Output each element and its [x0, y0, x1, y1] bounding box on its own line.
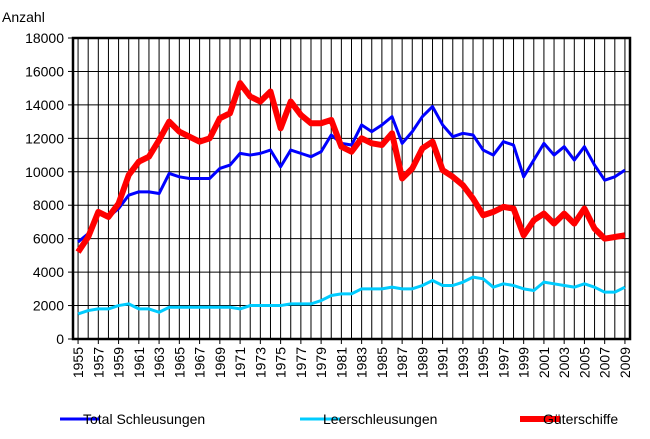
series-line: [75, 80, 626, 254]
x-tick-label: 1993: [455, 347, 471, 378]
y-tick-label: 6000: [33, 231, 64, 247]
legend-label: Total Schleusungen: [83, 411, 205, 427]
x-tick-label: 1997: [495, 347, 511, 378]
legend-label: Güterschiffe: [543, 411, 618, 427]
x-tick-label: 1955: [70, 347, 86, 378]
x-tick-label: 1963: [151, 347, 167, 378]
x-tick-label: 1961: [131, 347, 147, 378]
y-tick-label: 0: [56, 331, 64, 347]
x-tick-label: 1981: [333, 347, 349, 378]
x-tick-label: 1971: [232, 347, 248, 378]
y-tick-label: 2000: [33, 298, 64, 314]
x-tick-label: 1991: [435, 347, 451, 378]
y-tick-label: 18000: [25, 30, 64, 46]
x-tick-label: 2001: [536, 347, 552, 378]
y-axis-label: Anzahl: [2, 9, 45, 25]
y-tick-label: 16000: [25, 63, 64, 79]
plot-border: [71, 36, 632, 341]
x-tick-label: 1989: [414, 347, 430, 378]
x-tick-label: 2003: [556, 347, 572, 378]
x-tick-label: 1987: [394, 347, 410, 378]
x-tick-label: 1985: [374, 347, 390, 378]
x-tick-label: 1973: [252, 347, 268, 378]
x-tick-label: 1979: [313, 347, 329, 378]
series-line: [77, 105, 626, 244]
x-tick-label: 1967: [192, 347, 208, 378]
y-tick-label: 8000: [33, 197, 64, 213]
x-tick-label: 1999: [516, 347, 532, 378]
x-tick-label: 1957: [90, 347, 106, 378]
x-tick-label: 1959: [111, 347, 127, 378]
y-tick-label: 14000: [25, 97, 64, 113]
x-tick-label: 2005: [576, 347, 592, 378]
x-tick-label: 1977: [293, 347, 309, 378]
y-tick-label: 12000: [25, 130, 64, 146]
x-tick-label: 1965: [171, 347, 187, 378]
legend-label: Leerschleusungen: [323, 411, 437, 427]
x-tick-label: 1995: [475, 347, 491, 378]
y-tick-label: 10000: [25, 164, 64, 180]
x-tick-label: 1983: [354, 347, 370, 378]
series-line: [77, 275, 626, 316]
x-tick-label: 1975: [273, 347, 289, 378]
x-tick-label: 1969: [212, 347, 228, 378]
y-tick-label: 4000: [33, 264, 64, 280]
x-tick-label: 2007: [597, 347, 613, 378]
x-tick-label: 2009: [617, 347, 633, 378]
